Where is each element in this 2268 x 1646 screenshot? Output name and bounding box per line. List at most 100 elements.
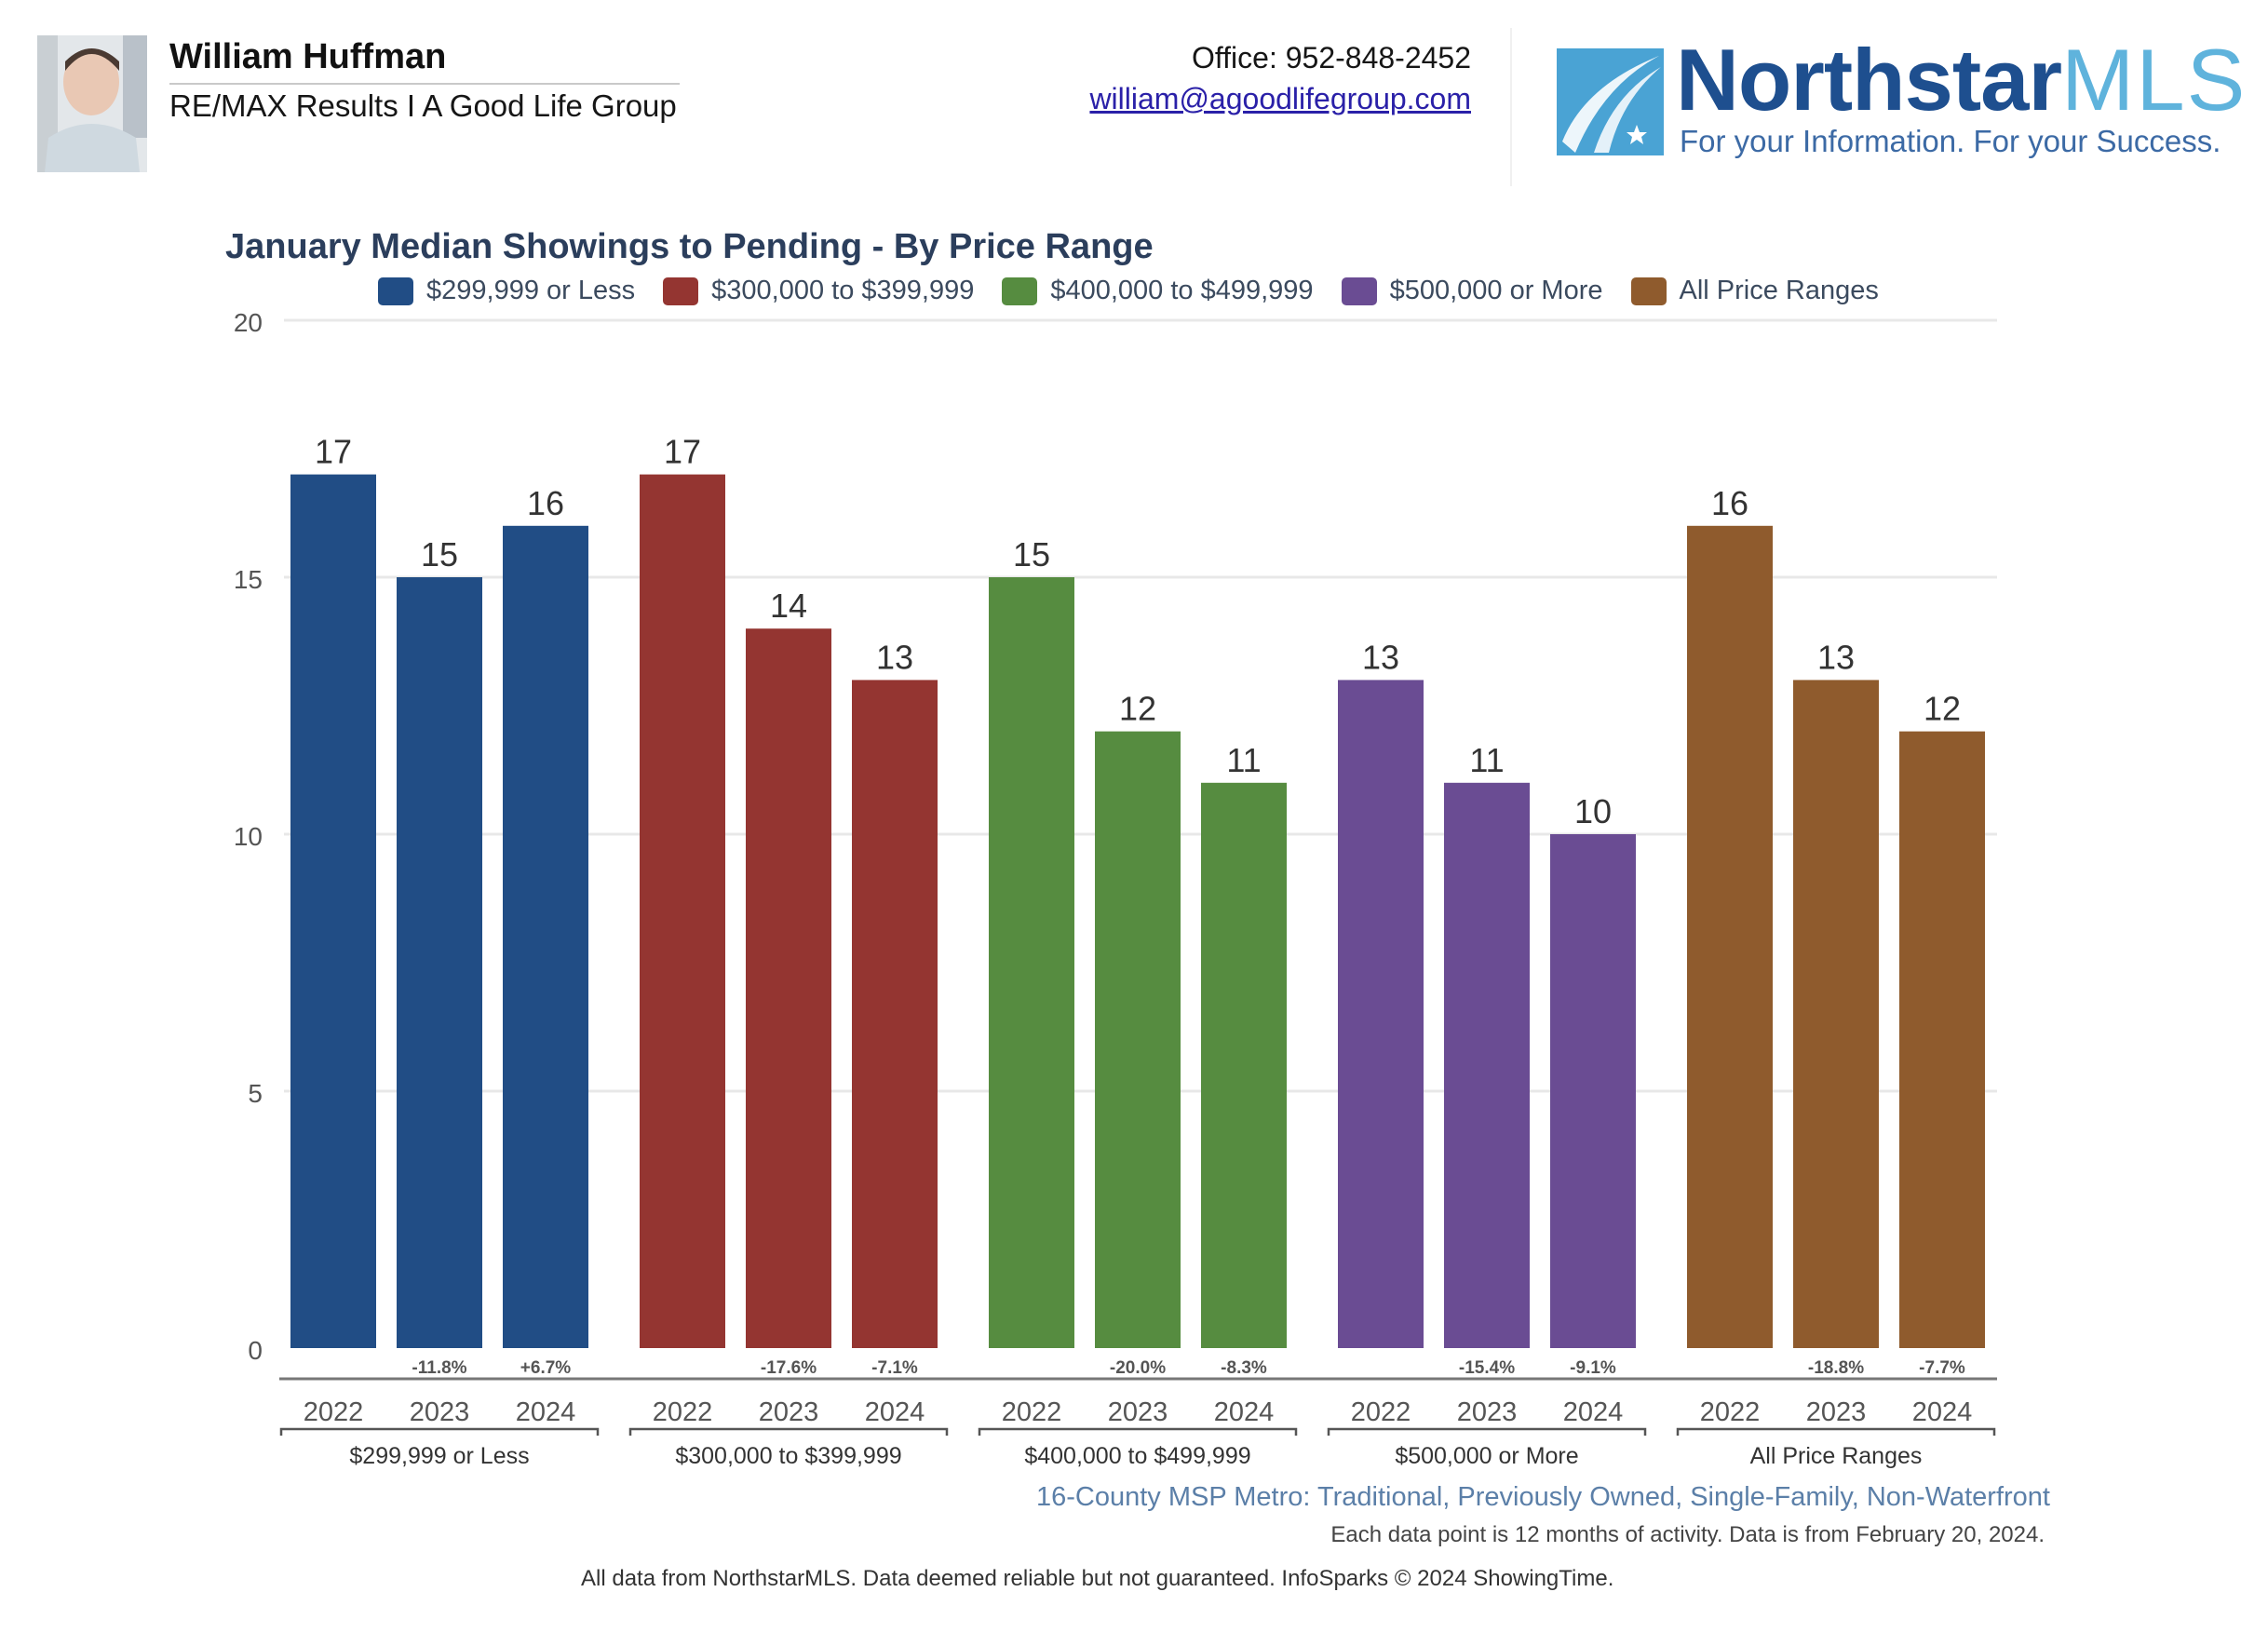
bar-value-label: 11 (1226, 741, 1261, 779)
legend-label: $299,999 or Less (426, 276, 636, 305)
change-label: -9.1% (1570, 1358, 1616, 1378)
bar-value-label: 14 (770, 587, 807, 625)
x-tick-label: 2022 (1700, 1397, 1761, 1427)
northstar-star-icon (1557, 48, 1664, 155)
legend-item: $500,000 or More (1341, 276, 1603, 306)
legend-swatch (1630, 277, 1667, 305)
legend-label: $500,000 or More (1389, 276, 1603, 305)
group-bracket (1676, 1427, 1996, 1436)
change-label: -20.0% (1110, 1358, 1166, 1378)
legend-item: $400,000 to $499,999 (1002, 276, 1314, 306)
group-label: $400,000 to $499,999 (1024, 1443, 1250, 1469)
y-tick-label: 10 (234, 822, 263, 851)
change-label: -11.8% (412, 1358, 466, 1378)
agent-photo (37, 35, 147, 172)
bar-value-label: 17 (315, 433, 352, 471)
bar-value-label: 15 (1013, 535, 1050, 573)
group-label: $300,000 to $399,999 (675, 1443, 901, 1469)
bar (1550, 834, 1636, 1348)
bar (503, 525, 588, 1348)
bar-value-label: 15 (421, 535, 458, 573)
bar (1201, 782, 1287, 1348)
x-tick-label: 2022 (1351, 1397, 1411, 1427)
legend-swatch (663, 277, 699, 305)
x-tick-label: 2024 (1214, 1397, 1275, 1427)
change-label: -15.4% (1459, 1358, 1515, 1378)
x-tick-label: 2022 (1002, 1397, 1062, 1427)
legend-swatch (1002, 277, 1038, 305)
change-label: -17.6% (761, 1358, 817, 1378)
logo-word-mls: MLS (2061, 31, 2248, 128)
x-tick-label: 2023 (1457, 1397, 1518, 1427)
chart-title: January Median Showings to Pending - By … (225, 227, 1154, 266)
legend-swatch (378, 277, 413, 305)
legend-item: $299,999 or Less (378, 276, 635, 306)
bar-value-label: 16 (527, 484, 564, 522)
change-label: -18.8% (1808, 1358, 1864, 1378)
legend-swatch (1341, 277, 1377, 305)
group-bracket (628, 1427, 949, 1436)
x-tick-label: 2023 (759, 1397, 819, 1427)
bar-value-label: 17 (664, 433, 701, 471)
logo-wordmark: NorthstarMLS (1676, 30, 2247, 130)
agent-email-link[interactable]: william@agoodlifegroup.com (1089, 82, 1471, 115)
x-tick-label: 2024 (1912, 1397, 1973, 1427)
legend-item: $300,000 to $399,999 (663, 276, 974, 306)
bar (290, 474, 376, 1349)
bar-value-label: 12 (1924, 690, 1961, 728)
y-tick-label: 20 (234, 308, 263, 337)
group-bracket (279, 1427, 600, 1436)
change-label: -7.7% (1919, 1358, 1965, 1378)
x-tick-label: 2024 (516, 1397, 576, 1427)
bar-value-label: 12 (1119, 690, 1156, 728)
bar (852, 680, 938, 1348)
legend-label: $300,000 to $399,999 (711, 276, 975, 305)
x-tick-label: 2024 (1563, 1397, 1624, 1427)
bar-value-label: 11 (1469, 741, 1504, 779)
legend-label: $400,000 to $499,999 (1050, 276, 1314, 305)
group-bracket (1327, 1427, 1647, 1436)
change-label: -8.3% (1221, 1358, 1267, 1378)
name-divider (169, 83, 680, 85)
bar (1444, 782, 1530, 1348)
change-label: -7.1% (871, 1358, 918, 1378)
source-footnote: All data from NorthstarMLS. Data deemed … (581, 1566, 1614, 1591)
x-tick-label: 2024 (865, 1397, 925, 1427)
bar-value-label: 13 (1817, 638, 1855, 676)
x-tick-label: 2023 (1108, 1397, 1168, 1427)
bar (1338, 680, 1424, 1348)
bar (989, 577, 1074, 1348)
header-divider (1510, 28, 1512, 186)
group-label: $299,999 or Less (349, 1443, 529, 1469)
x-tick-label: 2022 (653, 1397, 713, 1427)
legend-label: All Price Ranges (1679, 276, 1879, 305)
group-bracket (978, 1427, 1298, 1436)
bar-value-label: 13 (876, 638, 913, 676)
bar (397, 577, 482, 1348)
bar-value-label: 10 (1574, 792, 1612, 830)
group-label: $500,000 or More (1395, 1443, 1578, 1469)
bar (1899, 731, 1985, 1348)
period-footnote: Each data point is 12 months of activity… (1330, 1522, 2045, 1547)
legend-item: All Price Ranges (1630, 276, 1879, 306)
y-tick-label: 15 (234, 565, 263, 594)
x-tick-label: 2023 (1806, 1397, 1867, 1427)
bar (746, 628, 831, 1348)
x-tick-label: 2023 (410, 1397, 470, 1427)
chart-legend: $299,999 or Less $300,000 to $399,999 $400… (378, 276, 1907, 306)
group-label: All Price Ranges (1750, 1443, 1923, 1469)
logo-word-northstar: Northstar (1676, 31, 2062, 128)
office-phone: Office: 952-848-2452 (1191, 41, 1471, 74)
agent-name: William Huffman (169, 37, 447, 76)
y-tick-label: 0 (248, 1336, 263, 1365)
bar-value-label: 16 (1711, 484, 1748, 522)
bar (640, 474, 725, 1349)
agent-company: RE/MAX Results I A Good Life Group (169, 88, 677, 123)
logo-tagline: For your Information. For your Success. (1680, 124, 2221, 158)
y-tick-label: 5 (248, 1079, 263, 1108)
x-tick-label: 2022 (304, 1397, 364, 1427)
change-label: +6.7% (520, 1358, 572, 1378)
bar (1095, 731, 1181, 1348)
area-footnote: 16-County MSP Metro: Traditional, Previo… (1036, 1482, 2050, 1512)
